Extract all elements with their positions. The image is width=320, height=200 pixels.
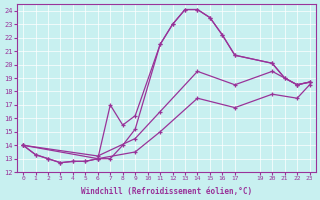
- X-axis label: Windchill (Refroidissement éolien,°C): Windchill (Refroidissement éolien,°C): [81, 187, 252, 196]
